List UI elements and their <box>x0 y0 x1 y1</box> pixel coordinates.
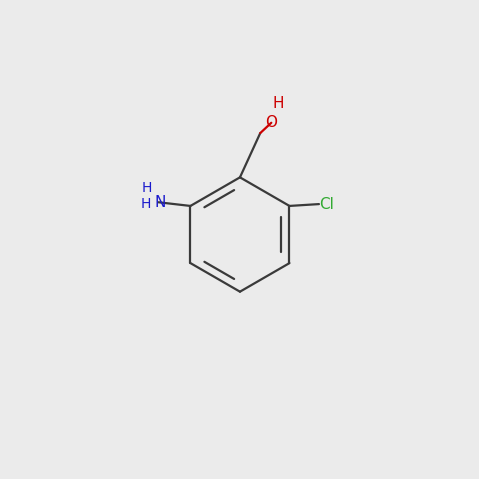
Text: H: H <box>272 96 284 111</box>
Text: H: H <box>141 197 151 211</box>
Text: H: H <box>142 181 152 195</box>
Text: N: N <box>154 195 166 210</box>
Text: O: O <box>265 115 277 130</box>
Text: Cl: Cl <box>319 196 334 212</box>
